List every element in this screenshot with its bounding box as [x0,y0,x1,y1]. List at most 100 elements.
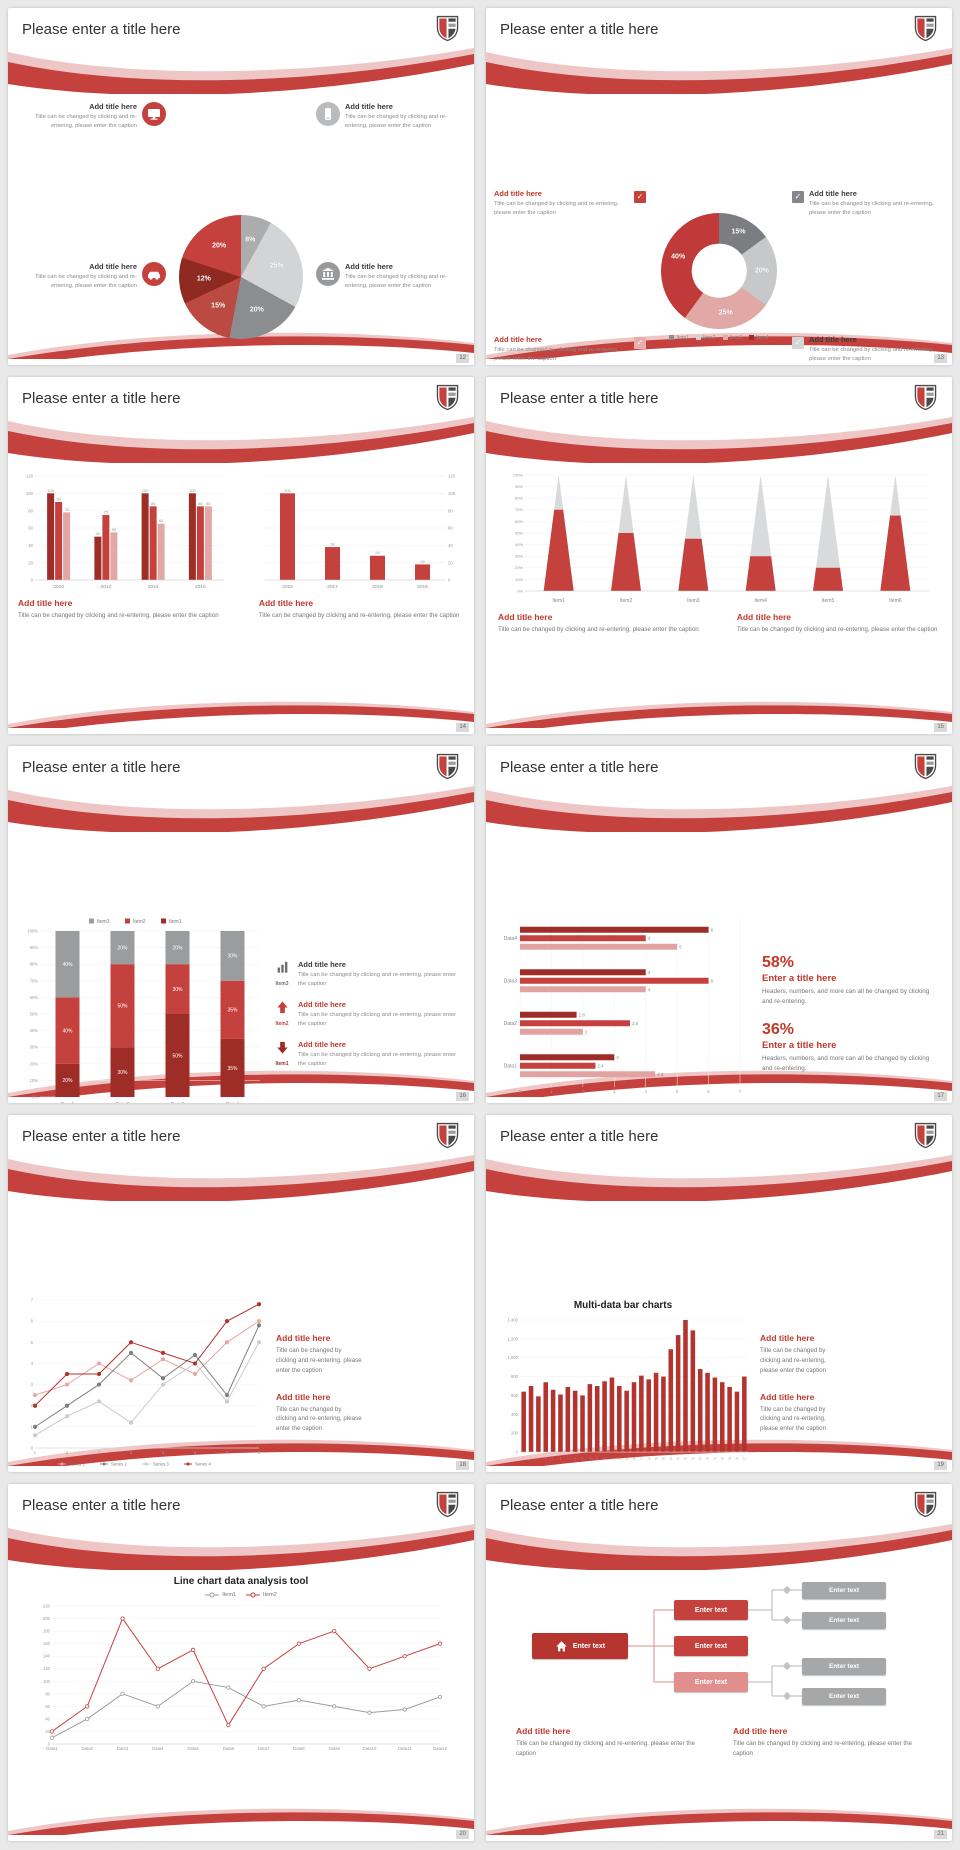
stacked-bar-chart: Item3 Item2 Item1 0% 10% 20% 30% 40% 50% 60% 70% 80… [27,918,260,1103]
flow-diagram-content: Enter text Enter text Enter text Enter text… [486,1574,952,1841]
top-swoosh-decoration [486,417,952,463]
svg-text:1,200: 1,200 [508,1336,519,1341]
svg-text:7: 7 [567,1457,569,1461]
svg-text:5: 5 [31,1340,34,1345]
svg-text:23: 23 [684,1457,687,1461]
legend-item: Item3 [722,335,742,341]
horizontal-bar-chart: 0 1 2 3 4 5 6 7 Data4 6 4 5 Data3 4 6 4 Data2 1.8 3.5 2 Data… [494,913,756,1103]
svg-text:80: 80 [448,508,453,513]
caption-text: Title can be changed by clicking and re-… [494,347,619,363]
svg-text:4: 4 [545,1457,547,1461]
svg-text:Data8: Data8 [293,1746,305,1751]
slide-19[interactable]: Please enter a title here Multi-data bar… [486,1115,952,1472]
legend-swatch [722,335,728,340]
svg-text:28: 28 [375,550,380,555]
svg-text:4.3: 4.3 [657,1072,664,1077]
checkbox-icon: ✓ [792,337,804,350]
donut-hole [691,243,747,298]
cone-chart: 0% 10% 20% 30% 40% 50% 60% 70% 80% 90% 100% Item1 It… [513,472,929,604]
flow-node[interactable]: Enter text [674,1600,748,1620]
svg-text:35%: 35% [227,1066,238,1072]
top-swoosh-decoration [486,1155,952,1201]
flow-root-node[interactable]: Enter text [532,1633,628,1659]
flow-node[interactable]: Enter text [802,1612,886,1629]
svg-text:Item5: Item5 [822,598,835,604]
slide-13[interactable]: Please enter a title here Add title here… [486,8,952,365]
slide-21[interactable]: Please enter a title here Enter text Ente… [486,1484,952,1841]
slide-12[interactable]: Please enter a title here Add title here… [8,8,474,365]
caption-text: Title can be changed by clicking and re-… [516,1740,695,1757]
callout-item: Add title here Title can be changed by cl… [316,262,464,291]
svg-text:Data7: Data7 [258,1746,270,1751]
caption-text: Title can be changed by clicking and re-… [736,626,938,633]
svg-text:11: 11 [596,1457,599,1461]
flow-node[interactable]: Enter text [802,1658,886,1675]
page-number: 17 [934,1092,947,1101]
add-title-heading: Add title here [760,1391,815,1402]
svg-text:65: 65 [159,518,164,523]
svg-text:20: 20 [448,560,453,565]
shield-icon [436,1491,459,1518]
slide-header: Please enter a title here [8,1115,474,1157]
flow-node[interactable]: Enter text [674,1672,748,1692]
arrowup-icon-box [275,1000,290,1015]
svg-text:Series 2: Series 2 [111,1462,127,1467]
add-title-block: Add title here Title can be changed by cl… [276,1392,362,1435]
svg-text:1,000: 1,000 [508,1355,519,1360]
university-shield-logo [914,1491,938,1519]
svg-text:1: 1 [550,1089,553,1094]
svg-text:Item3: Item3 [687,598,700,604]
slide-16[interactable]: Please enter a title here Item3 Item2 Item… [8,746,474,1103]
top-swoosh-decoration [486,48,952,94]
add-title-heading: Add title here [18,598,73,608]
slide-20[interactable]: Please enter a title here Line chart dat… [8,1484,474,1841]
chart-legend: Item1 Item2 Item3 Item4 [669,335,769,341]
svg-text:2016: 2016 [282,584,293,590]
chart-title: Line chart data analysis tool [173,1576,309,1587]
checkbox-icon: ✓ [634,190,646,203]
svg-text:85: 85 [198,501,203,506]
flow-node[interactable]: Enter text [802,1688,886,1705]
slide-17[interactable]: Please enter a title here 0 1 2 3 4 5 6 7 Data4 6… [486,746,952,1103]
shield-icon [436,1122,459,1149]
svg-text:40%: 40% [62,1028,73,1034]
add-title-heading: Add title here [516,1726,571,1736]
university-shield-logo [436,15,460,43]
svg-text:2: 2 [582,1089,585,1094]
svg-text:20%: 20% [172,945,183,951]
slide-14[interactable]: Please enter a title here 0 20 40 60 80 100 12… [8,377,474,734]
bottom-swoosh-decoration [486,1439,952,1466]
monitor-icon-circle [142,102,166,126]
page-number: 15 [934,723,947,732]
bottom-swoosh-decoration [8,1808,474,1835]
svg-text:80%: 80% [515,496,523,501]
svg-text:2014: 2014 [148,584,159,590]
bottom-swoosh-decoration [8,1070,474,1097]
university-shield-logo [914,753,938,781]
multi-data-bar-chart: 0 200 400 600 800 1,000 1,200 1,400 1 2 3 4 5 6 7 8 9 10 1… [494,1314,752,1467]
pie-segment-label: 20% [249,306,264,314]
horizontal-bar-chart: 0 1 2 3 4 5 6 7 Data4 6 4 5 Data3 4 6 4 Data2 1.8 3.5 2 Data… [504,917,742,1094]
arrowdown-icon-wrap: Item1 [272,1040,292,1067]
arrowup-icon [276,1001,288,1014]
add-title-heading: Add title here [494,188,542,198]
svg-text:Item1: Item1 [169,919,182,925]
flow-node[interactable]: Enter text [802,1582,886,1599]
pie-segment-label: 20% [212,242,227,250]
add-title-block: Add title here Title can be changed by cl… [259,598,464,621]
caption-text: Title can be changed by clicking and re-… [276,1405,362,1433]
line-chart-content: 0 1 2 3 4 5 6 7 1 2 3 4 5 6 7 8 Series 1 Series 2 Series 3… [8,1205,474,1472]
legend-item: Item1 [669,335,689,341]
svg-text:9: 9 [582,1457,584,1461]
svg-text:40%: 40% [515,542,523,547]
add-title-heading: Add title here [760,1332,815,1343]
slide-15[interactable]: Please enter a title here 0% 10% 20% 30% 40%… [486,377,952,734]
chart-icon [277,961,287,973]
add-title-block: Add title here Title can be changed by cl… [733,1726,922,1759]
chart-panel: Multi-data bar charts 0 200 400 600 800 1,000… [494,1300,752,1467]
svg-text:Data3: Data3 [504,978,518,984]
svg-text:2016: 2016 [195,584,206,590]
svg-text:90%: 90% [30,945,39,950]
flow-node[interactable]: Enter text [674,1636,748,1656]
